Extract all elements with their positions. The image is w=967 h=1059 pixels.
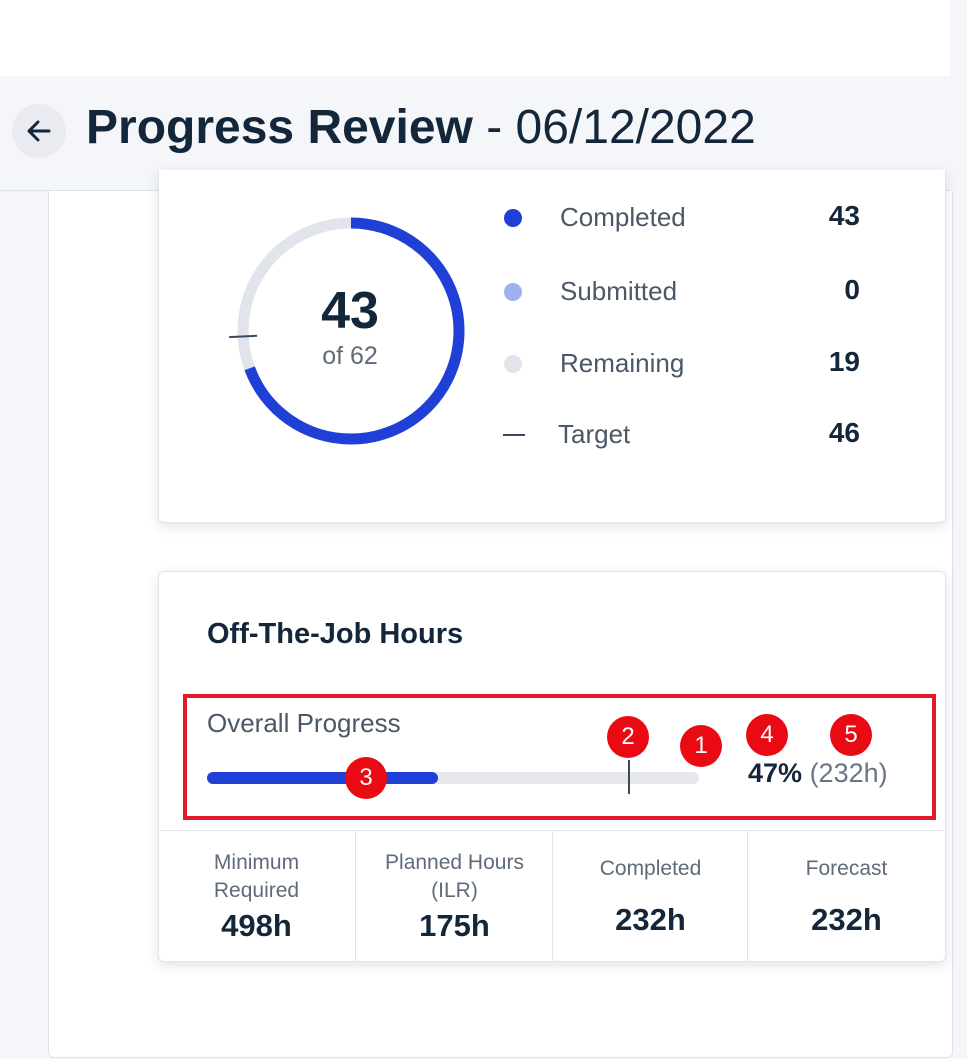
donut-value: 43 [321, 282, 379, 340]
back-button[interactable] [12, 104, 66, 158]
progress-track [207, 772, 699, 784]
progress-target-marker [628, 760, 631, 794]
stat-value: 498h [221, 908, 292, 943]
legend-label: Submitted [560, 276, 678, 306]
progress-readout: 47% (232h) [748, 758, 888, 789]
stat-label: Planned Hours (ILR) [385, 851, 524, 902]
otj-section-title: Off-The-Job Hours [207, 618, 464, 650]
otj-stats-row: Minimum Required 498h Planned Hours (ILR… [158, 830, 944, 961]
legend-completed: Completed 43 [500, 198, 860, 238]
legend-remaining: Remaining 19 [500, 344, 860, 384]
stat-value: 232h [811, 902, 882, 937]
completion-donut [229, 217, 465, 445]
remaining-dot [504, 355, 522, 373]
progress-percent: 47% [748, 758, 803, 788]
stat-completed: Completed 232h [552, 831, 748, 961]
stat-value: 175h [419, 908, 490, 943]
legend-label: Completed [560, 202, 686, 232]
stat-planned-hours: Planned Hours (ILR) 175h [355, 831, 553, 961]
legend-submitted: Submitted 0 [500, 272, 860, 312]
target-dash [503, 434, 525, 436]
stat-minimum-required: Minimum Required 498h [158, 831, 355, 961]
completed-dot [504, 209, 522, 227]
submitted-dot [504, 283, 522, 301]
annotation-badge-2: 2 [607, 716, 649, 758]
review-date: 06/12/2022 [515, 101, 756, 154]
annotation-highlight-box [183, 694, 936, 820]
donut-target-marker [229, 334, 258, 339]
title-separator: - [486, 101, 503, 154]
legend-label: Remaining [560, 348, 685, 378]
legend-label: Target [558, 419, 631, 449]
donut-subtitle: of 62 [322, 342, 378, 370]
arrow-left-icon [27, 120, 51, 142]
page-title-text: Progress Review [86, 101, 473, 154]
annotation-badge-1: 1 [680, 725, 722, 767]
legend-value: 46 [828, 417, 860, 448]
stat-label: Minimum Required [213, 851, 300, 902]
stat-value: 232h [615, 902, 686, 937]
annotation-badge-4: 4 [746, 714, 788, 756]
completion-card [158, 170, 946, 523]
legend-value: 0 [844, 274, 860, 305]
donut-completed-arc [237, 217, 465, 445]
stat-label: Forecast [805, 857, 888, 880]
progress-hours: (232h) [809, 758, 888, 788]
legend-value: 43 [828, 200, 860, 231]
annotation-badge-3: 3 [345, 757, 387, 799]
progress-fill [207, 772, 439, 784]
legend-target: Target 46 [500, 415, 860, 455]
top-bar [0, 0, 950, 76]
legend-value: 19 [828, 346, 860, 377]
stat-label: Completed [599, 857, 702, 880]
annotation-badge-5: 5 [830, 714, 872, 756]
stat-forecast: Forecast 232h [747, 831, 945, 961]
overall-progress-label: Overall Progress [207, 708, 401, 738]
page-title: Progress Review - 06/12/2022 [86, 98, 756, 158]
